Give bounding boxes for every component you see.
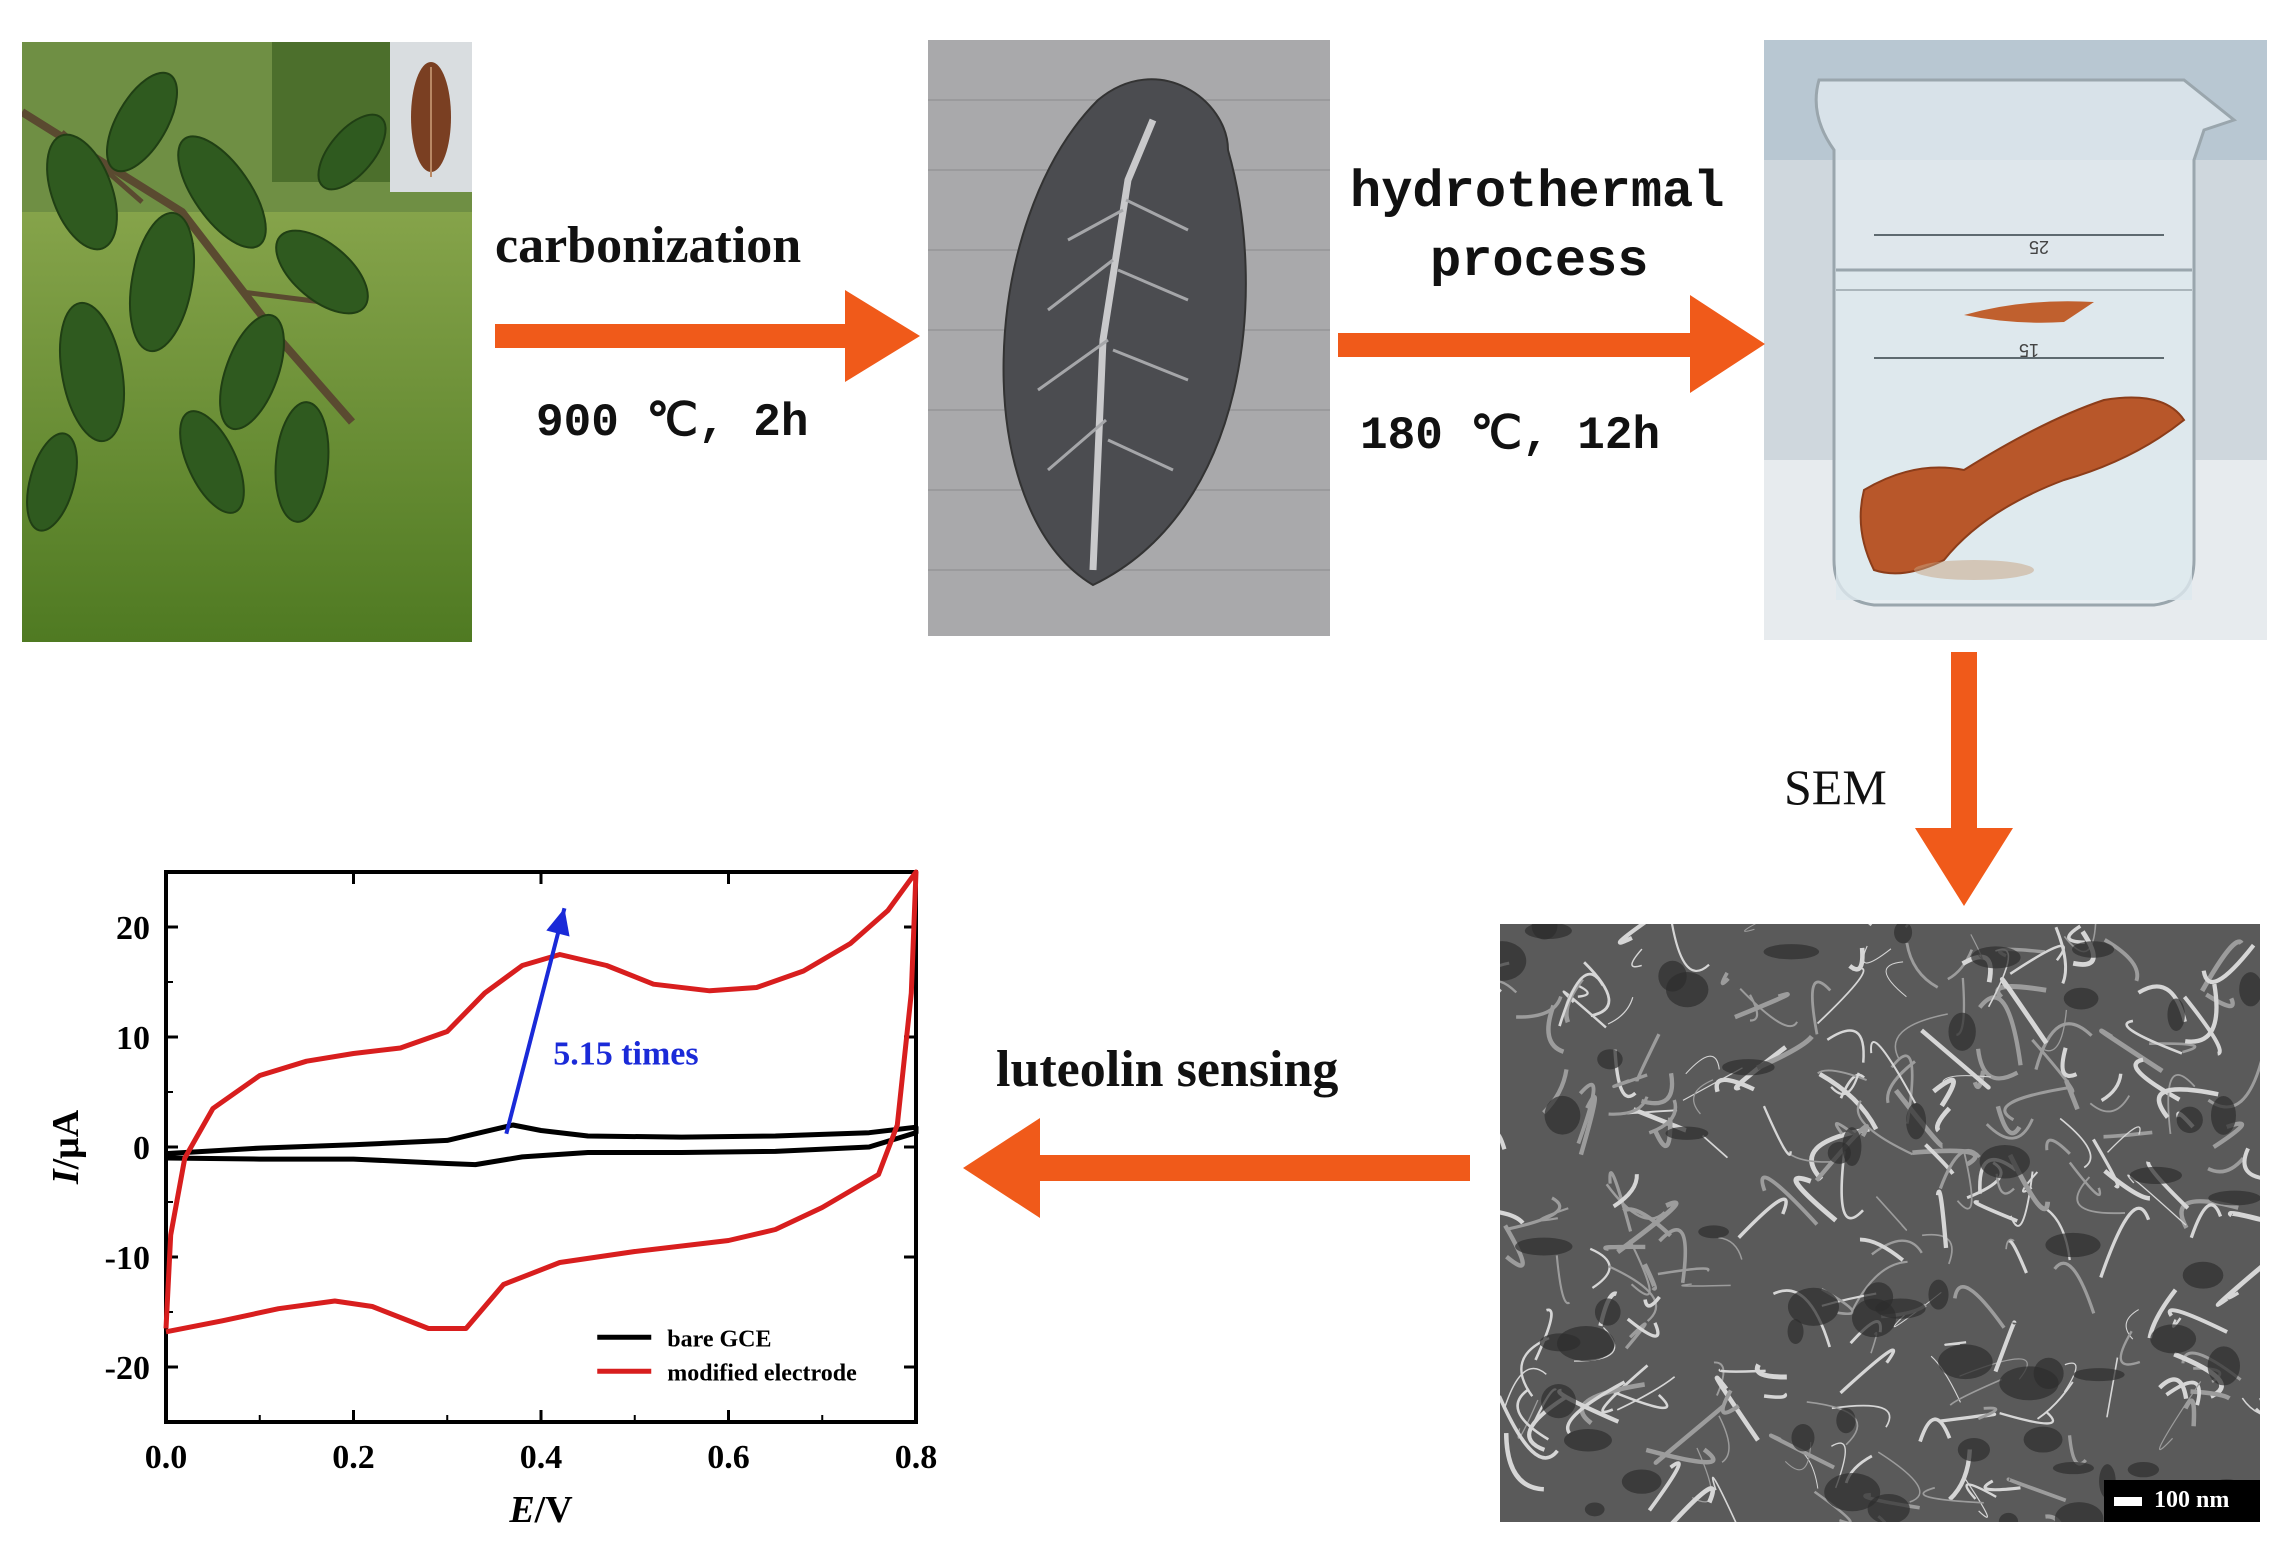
tree-photo (22, 42, 472, 642)
arrow-hydrothermal (1338, 295, 1765, 393)
hydrothermal-label-line2: process (1430, 232, 1649, 291)
carbonized-leaf-photo (928, 40, 1330, 636)
y-tick-label: 20 (116, 910, 150, 947)
x-axis-label: E/V (508, 1489, 573, 1531)
cv-curve-bare-gce (165, 1122, 919, 1168)
x-tick-label: 0.4 (520, 1439, 563, 1476)
annotation-arrow-head (546, 908, 570, 937)
luteolin-sensing-label: luteolin sensing (996, 1041, 1339, 1098)
hydrothermal-condition: 180 ℃, 12h (1360, 410, 1661, 462)
scale-bar-label: 100 nm (2154, 1487, 2230, 1513)
legend-label: bare GCE (667, 1326, 771, 1352)
legend-label: modified electrode (667, 1360, 857, 1386)
arrow-sem (1915, 652, 2013, 906)
x-tick-label: 0.0 (145, 1439, 188, 1476)
sem-label: SEM (1784, 759, 1887, 815)
scale-bar-box: 100 nm (2104, 1480, 2260, 1522)
x-tick-label: 0.6 (707, 1439, 750, 1476)
beaker-mark-lower: 15 (2019, 340, 2039, 360)
y-tick-label: 0 (133, 1130, 150, 1167)
annotation-arrow-line (504, 907, 567, 1135)
y-tick-label: 10 (116, 1020, 150, 1057)
x-tick-label: 0.8 (895, 1439, 938, 1476)
cv-curve-modified-electrode (163, 869, 919, 1335)
sem-micrograph: 100 nm (1500, 924, 2260, 1522)
arrow-luteolin-sensing (963, 1118, 1470, 1218)
y-axis-label: I/μA (45, 1109, 87, 1185)
arrow-carbonization (495, 290, 920, 382)
annotation-label: 5.15 times (553, 1036, 698, 1073)
scale-bar (2114, 1497, 2142, 1506)
y-tick-label: -10 (105, 1240, 150, 1277)
x-tick-label: 0.2 (332, 1439, 375, 1476)
carbonization-condition: 900 ℃, 2h (536, 397, 809, 449)
carbonization-label: carbonization (495, 217, 802, 274)
hydrothermal-label-line1: hydrothermal (1350, 163, 1725, 222)
y-tick-label: -20 (105, 1350, 150, 1387)
beaker-photo: 25 15 (1764, 40, 2267, 640)
beaker-mark-upper: 25 (2029, 237, 2049, 257)
